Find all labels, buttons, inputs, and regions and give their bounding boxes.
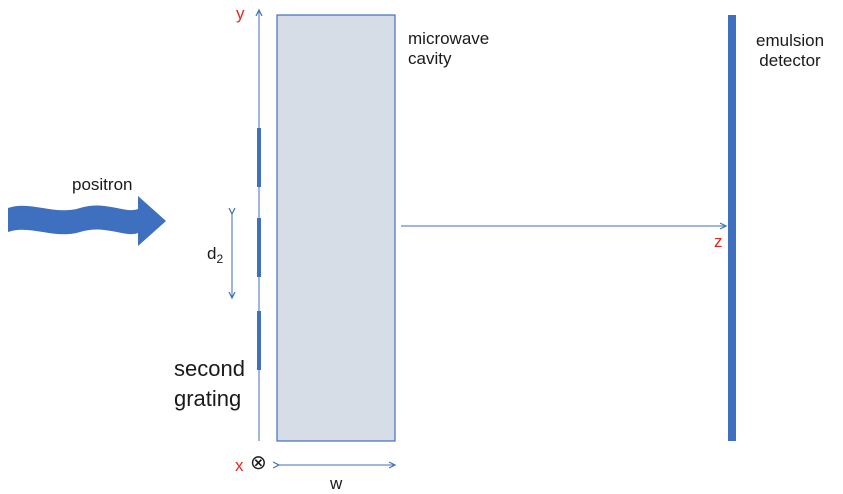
y-axis-label: y (236, 4, 245, 23)
z-axis-label: z (714, 232, 723, 251)
w-label: w (330, 474, 343, 493)
positron-label: positron (72, 175, 133, 194)
emulsion-detector-label: emulsion detector (756, 31, 825, 70)
grating-slat-bottom (257, 311, 261, 370)
x-into-page-icon: ⊗ (250, 452, 267, 474)
grating-slat-top (257, 128, 261, 187)
d2-main: d (207, 244, 217, 263)
second-grating-label: second grating (174, 356, 245, 411)
microwave-cavity-label: microwave cavity (408, 29, 490, 68)
x-axis-label: x (235, 456, 244, 475)
microwave-cavity-box (276, 14, 396, 442)
grating-slat-middle (257, 218, 261, 277)
d2-subscript: 2 (216, 252, 224, 266)
d2-label: d2 (207, 244, 223, 267)
positron-beam-arrow (8, 196, 166, 246)
emulsion-detector-plate (728, 15, 736, 441)
